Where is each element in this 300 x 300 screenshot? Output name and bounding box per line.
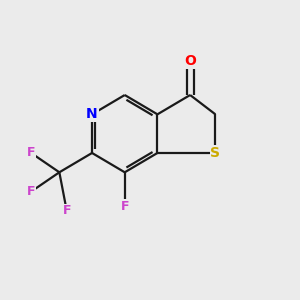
- Text: N: N: [86, 107, 98, 121]
- Text: F: F: [121, 200, 129, 213]
- Text: S: S: [210, 146, 220, 160]
- Text: O: O: [184, 54, 196, 68]
- Text: F: F: [62, 204, 71, 218]
- Text: F: F: [27, 185, 35, 198]
- Text: F: F: [27, 146, 35, 160]
